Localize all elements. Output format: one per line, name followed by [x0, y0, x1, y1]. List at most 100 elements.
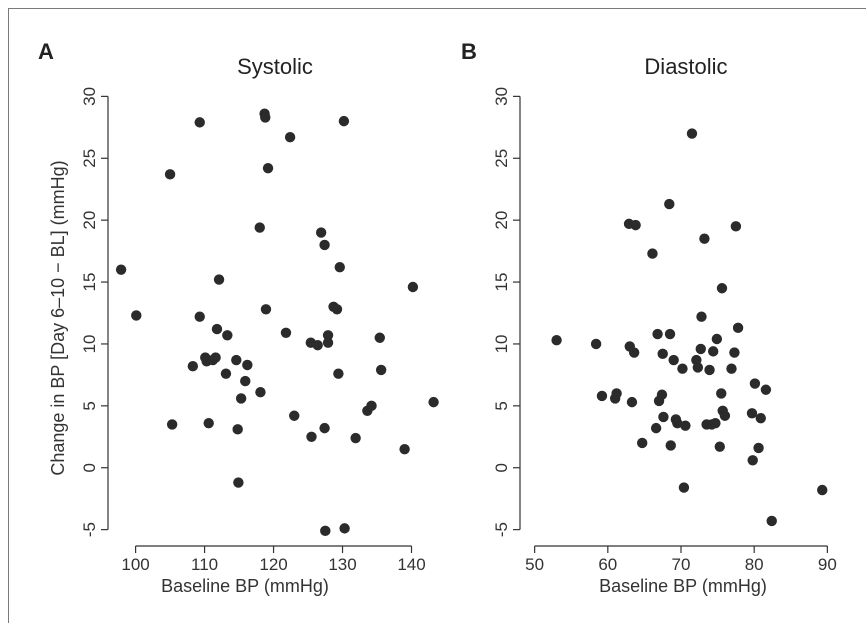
panel-a-x-axis-label: Baseline BP (mmHg)	[161, 576, 329, 596]
panel-a-data-point	[338, 115, 350, 127]
panel-b-data-point	[766, 515, 777, 527]
panel-a-data-point	[399, 443, 410, 455]
panel-a-data-point	[428, 396, 439, 408]
panel-b-data-point	[551, 335, 562, 346]
panel-b-data-point	[668, 354, 679, 366]
panel-b-data-point	[686, 128, 698, 139]
panel-a-data-point	[255, 387, 266, 398]
panel-a-y-tick-label: 25	[80, 149, 99, 168]
panel-a-data-point	[322, 337, 334, 348]
panel-a-data-point	[166, 419, 178, 430]
panel-a-y-tick-label: 10	[80, 334, 99, 353]
panel-a-data-point	[350, 432, 361, 444]
panel-b-data-point	[590, 338, 602, 350]
panel-b-x-tick-label: 90	[818, 555, 837, 574]
panel-b-y-tick-label: 30	[492, 87, 511, 106]
panel-a-data-point	[203, 417, 214, 429]
panel-b-points	[551, 128, 828, 527]
panel-b-data-point	[677, 363, 688, 374]
panel-a-points	[115, 108, 439, 537]
panel-a-data-point	[115, 264, 127, 275]
panel-b-title: Diastolic	[644, 54, 727, 79]
panel-b-data-point	[657, 348, 668, 360]
panel-b-y-tick-label: 20	[492, 211, 511, 230]
panel-b-data-point	[753, 442, 764, 454]
panel-a-data-point	[194, 117, 205, 128]
panel-b-data-point	[714, 441, 725, 452]
panel-a-data-point	[211, 323, 223, 335]
panel-a-data-point	[333, 368, 344, 379]
panel-a-data-point	[320, 525, 331, 537]
panel-a-data-point	[231, 354, 242, 366]
panel-b-y-tick-label: 0	[492, 463, 511, 472]
panel-b-data-point	[652, 328, 663, 340]
panel-a-data-point	[319, 239, 330, 251]
panel-b-data-point	[755, 413, 766, 424]
panel-b-x-tick-label: 60	[598, 555, 617, 574]
panel-b-data-point	[716, 388, 727, 399]
panel-a-data-point	[375, 364, 387, 376]
panel-a-y-tick-label: 0	[80, 463, 99, 472]
panel-a-data-point	[262, 162, 274, 174]
panel-a-data-point	[319, 422, 330, 434]
panel-b-data-point	[672, 417, 683, 429]
panel-b-data-point	[664, 328, 676, 340]
panel-a-data-point	[240, 375, 251, 387]
panel-a-x-tick-label: 140	[397, 555, 425, 574]
panel-a-x-tick-label: 100	[121, 555, 149, 574]
panel-a-title: Systolic	[237, 54, 313, 79]
panel-a-data-point	[366, 400, 377, 412]
panel-a-data-point	[331, 304, 343, 315]
panel-a-data-point	[233, 477, 244, 488]
panel-a-data-point	[210, 352, 221, 363]
panel-b-data-point	[730, 221, 742, 232]
panel-a-data-point	[315, 227, 327, 238]
panel-b-data-point	[664, 198, 675, 210]
panel-a-y-tick-label: 30	[80, 87, 99, 106]
panel-b-data-point	[696, 311, 707, 322]
panel-b-data-point	[665, 440, 676, 451]
figure-frame	[8, 8, 866, 623]
panel-a-data-point	[312, 339, 323, 351]
panel-b-data-point	[747, 455, 758, 466]
panel-b-y-tick-label: -5	[492, 522, 511, 537]
panel-a-y-tick-label: 5	[80, 401, 99, 410]
panel-a-data-point	[260, 304, 272, 315]
panel-a-y-axis-label: Change in BP [Day 6–10 − BL] (mmHg)	[48, 160, 68, 475]
panel-a-data-point	[222, 330, 233, 341]
panel-b-data-point	[726, 363, 737, 374]
panel-b-data-point	[708, 346, 719, 357]
panel-b-y-tick-label: 5	[492, 401, 511, 410]
panel-a-data-point	[254, 222, 265, 233]
panel-a-data-point	[374, 332, 385, 343]
panel-b-data-point	[711, 333, 723, 345]
panel-b-x-tick-label: 70	[672, 555, 691, 574]
panel-a-data-point	[213, 274, 225, 285]
panel-b-ticks: -5 0 5 10 15 20 25 30 50 60 70 80 90	[492, 87, 837, 574]
panel-a: A Systolic Baseline BP (mmHg) Change in …	[38, 39, 439, 596]
panel-b-x-tick-label: 50	[525, 555, 544, 574]
panel-b-y-tick-label: 10	[492, 334, 511, 353]
panel-b-data-point	[678, 482, 690, 493]
panel-b-data-point	[626, 396, 638, 408]
panel-b-data-point	[658, 411, 669, 423]
panel-a-data-point	[284, 132, 296, 143]
panel-b-x-tick-label: 80	[745, 555, 764, 574]
panel-a-x-tick-label: 130	[328, 555, 356, 574]
panel-b-data-point	[732, 322, 744, 334]
panel-b-data-point	[716, 283, 728, 294]
panel-b-data-point	[611, 388, 622, 399]
panel-a-data-point	[306, 431, 317, 442]
panel-b-data-point	[817, 484, 828, 496]
panel-a-data-point	[242, 359, 253, 371]
panel-a-data-point	[407, 281, 419, 293]
panel-a-ticks: -5 0 5 10 15 20 25 30 100 110 120 130 140	[80, 87, 426, 574]
panel-a-data-point	[164, 169, 176, 180]
panel-a-data-point	[232, 424, 243, 435]
panel-a-data-point	[220, 368, 232, 379]
panel-b-data-point	[760, 384, 772, 395]
panel-b-x-axis-label: Baseline BP (mmHg)	[599, 576, 767, 596]
panel-b-data-point	[628, 347, 640, 358]
panel-a-data-point	[280, 327, 292, 339]
